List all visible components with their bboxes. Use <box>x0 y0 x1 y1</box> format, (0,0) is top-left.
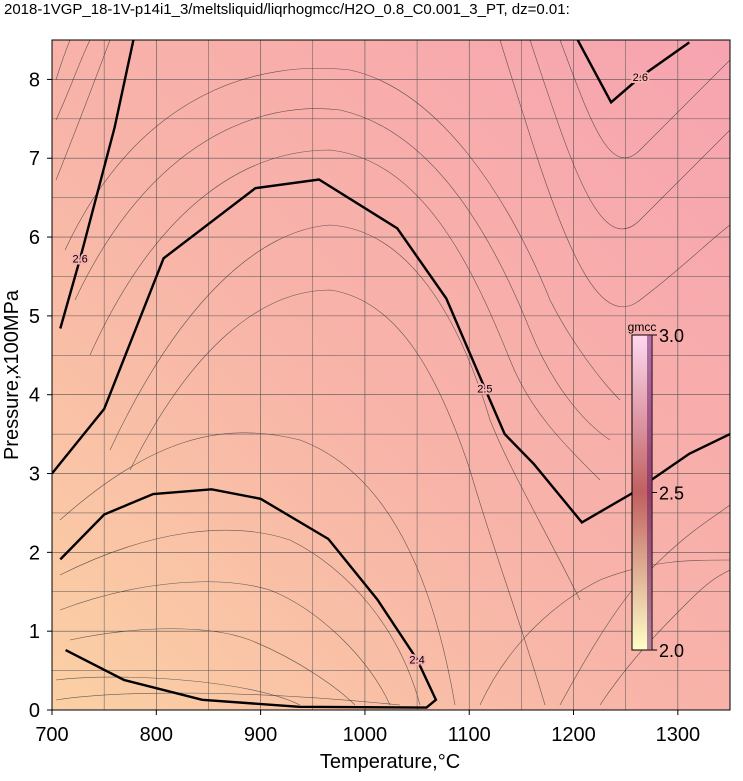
plot-background <box>52 40 730 710</box>
y-axis-label: Pressure,x100MPa <box>1 289 23 460</box>
plot-frame <box>51 39 731 711</box>
y-tick-label: 8 <box>29 69 40 91</box>
x-axis-label: Temperature,°C <box>320 751 460 773</box>
contour-line <box>576 40 690 105</box>
y-tick-label: 3 <box>29 464 40 486</box>
y-tick-label: 5 <box>29 306 40 328</box>
x-tick-label: 700 <box>35 724 68 746</box>
contour-line <box>59 488 438 709</box>
y-tick-label: 7 <box>29 148 40 170</box>
x-tick-label: 1300 <box>656 724 701 746</box>
contour-label: 2.5 <box>477 383 492 395</box>
colorbar-tick-label: 2.0 <box>659 641 684 661</box>
colorbar-edge <box>647 335 652 650</box>
contour-label: 2.6 <box>73 253 88 265</box>
contour-line <box>52 178 730 524</box>
x-tick-label: 900 <box>244 724 277 746</box>
chart-title: 2018-1VGP_18-1V-p14i1_3/meltsliquid/liqr… <box>4 1 570 18</box>
colorbar-tick-label: 3.0 <box>659 326 684 346</box>
y-tick-label: 1 <box>29 621 40 643</box>
colorbar-tick-label: 2.5 <box>659 484 684 504</box>
y-tick-label: 0 <box>29 700 40 722</box>
y-tick-label: 2 <box>29 542 40 564</box>
contour-label: 2.6 <box>633 72 648 84</box>
contour-label: 2.4 <box>409 655 424 667</box>
x-tick-label: 1000 <box>343 724 388 746</box>
x-tick-label: 1100 <box>448 724 491 746</box>
x-tick-label: 1200 <box>551 724 596 746</box>
contour-line <box>59 40 135 329</box>
y-tick-label: 4 <box>29 385 40 407</box>
thin-contours <box>55 40 730 706</box>
y-tick-label: 6 <box>29 227 40 249</box>
x-tick-label: 800 <box>140 724 173 746</box>
colorbar-label: gmcc <box>628 320 657 334</box>
